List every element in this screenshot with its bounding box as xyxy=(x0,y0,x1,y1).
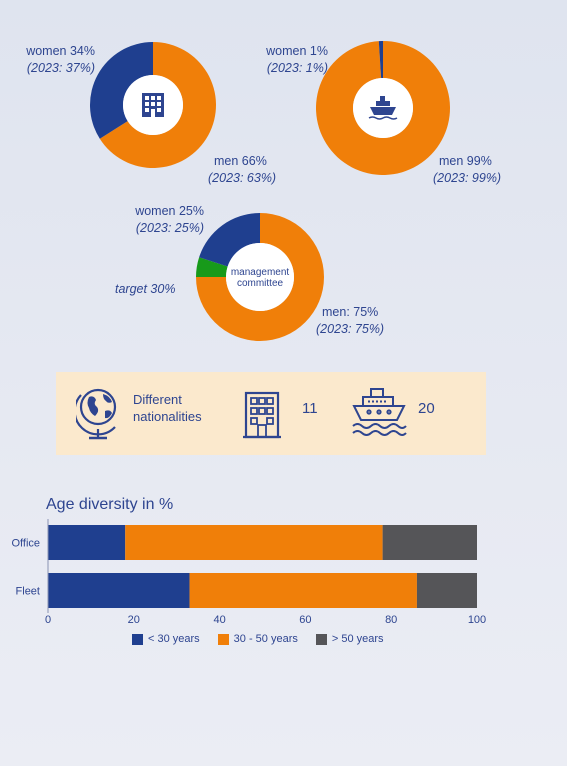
management-men-label: men: 75% (2023: 75%) xyxy=(316,305,385,336)
management-center-line2: committee xyxy=(237,278,284,289)
age-chart-title: Age diversity in % xyxy=(46,496,174,513)
legend-item: > 50 years xyxy=(315,633,384,645)
office-building-icon xyxy=(243,391,281,439)
x-tick-label: 40 xyxy=(213,614,225,626)
office-men-slice xyxy=(99,42,216,169)
fleet-men-label: men 99% (2023: 99%) xyxy=(433,154,502,185)
legend-label: > 50 years xyxy=(331,633,384,645)
nationalities-panel: Different nationalities 11 20 xyxy=(56,372,486,455)
legend-swatch xyxy=(217,633,229,645)
legend-item: < 30 years xyxy=(132,633,200,645)
legend-label: < 30 years xyxy=(148,633,200,645)
management-target-slice xyxy=(196,257,228,277)
legend-label: 30 - 50 years xyxy=(233,633,298,645)
bar-office-series-1 xyxy=(125,525,383,560)
management-women-slice xyxy=(199,213,260,267)
management-center-line1: management xyxy=(231,267,290,278)
age-diversity-chart: Office Fleet 0 20 40 60 80 100 xyxy=(11,519,486,626)
ship-icon xyxy=(368,96,398,120)
office-gender-donut xyxy=(90,42,216,169)
fleet-women-slice xyxy=(378,41,383,79)
management-men-slice xyxy=(196,213,324,341)
bar-fleet-series-1 xyxy=(189,573,417,608)
office-building-icon xyxy=(142,93,164,117)
management-gender-donut: management committee xyxy=(196,213,324,341)
fleet-men-slice xyxy=(316,41,450,176)
x-tick-label: 100 xyxy=(468,614,486,626)
category-label-office: Office xyxy=(11,538,40,550)
office-men-label: men 66% (2023: 63%) xyxy=(208,154,277,185)
office-women-label: women 34% (2023: 37%) xyxy=(26,44,95,75)
management-target-label: target 30% xyxy=(115,282,176,296)
globe-icon xyxy=(76,388,117,440)
bar-fleet-series-0 xyxy=(48,573,190,608)
legend-swatch xyxy=(315,633,327,645)
x-tick-label: 80 xyxy=(385,614,397,626)
nationalities-label: Different nationalities xyxy=(133,392,202,424)
legend-swatch xyxy=(132,633,143,645)
fleet-nationalities-count: 20 xyxy=(418,400,435,417)
bar-office-series-2 xyxy=(382,525,477,560)
ship-icon xyxy=(352,388,407,436)
category-label-fleet: Fleet xyxy=(16,586,40,598)
management-women-label: women 25% (2023: 25%) xyxy=(135,204,204,235)
x-tick-label: 0 xyxy=(45,614,51,626)
legend-item: 30 - 50 years xyxy=(217,633,298,645)
bar-fleet-series-2 xyxy=(416,573,477,608)
fleet-gender-donut xyxy=(316,41,450,176)
x-tick-label: 60 xyxy=(299,614,311,626)
fleet-women-label: women 1% (2023: 1%) xyxy=(266,44,328,75)
office-nationalities-count: 11 xyxy=(302,400,318,417)
age-chart-legend: < 30 years 30 - 50 years > 50 years xyxy=(132,633,384,645)
x-tick-label: 20 xyxy=(128,614,140,626)
bar-office-series-0 xyxy=(48,525,126,560)
office-women-slice xyxy=(90,42,153,139)
